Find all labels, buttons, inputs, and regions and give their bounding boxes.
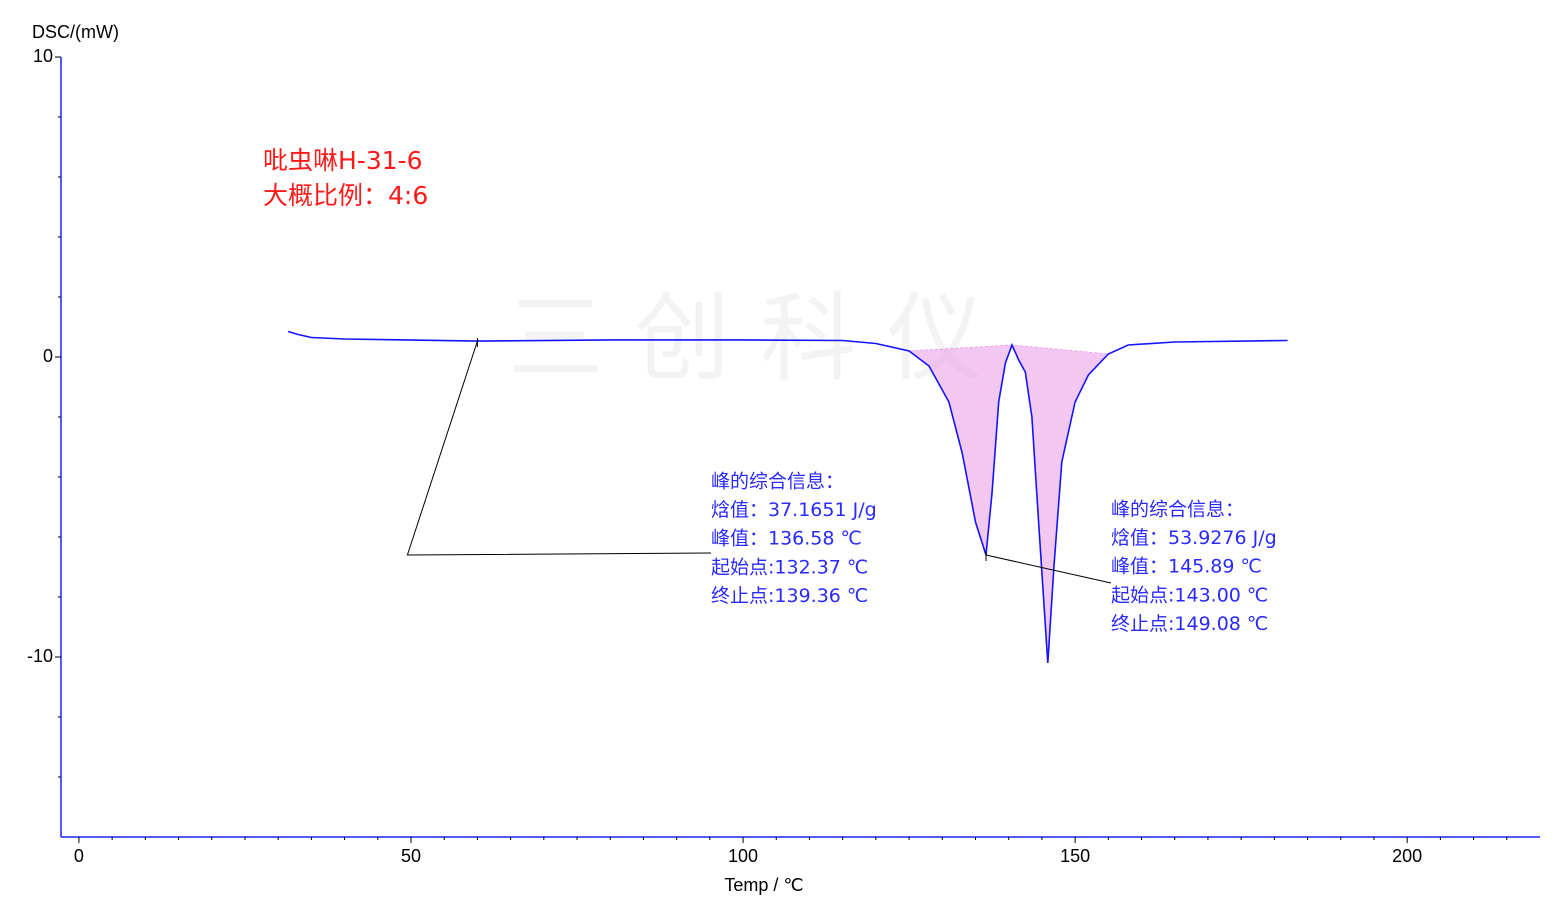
annotation-text: 起始点:143.00 ℃ [1111,584,1268,606]
annotation-text: 终止点:149.08 ℃ [1111,613,1268,635]
dsc-curve [287,330,1288,664]
y-tick-label: -10 [27,646,53,666]
annotation-text: 峰的综合信息： [1111,499,1244,521]
annotation-text: 起始点:132.37 ℃ [711,556,868,578]
annotation-text: 峰值：145.89 ℃ [1111,556,1262,578]
annotation-text: 焓值：53.9276 J/g [1111,527,1277,549]
peak-area [1011,344,1110,664]
x-tick-label: 100 [728,846,758,866]
x-tick-label: 0 [74,846,84,866]
annotation-text: 焓值：37.1651 J/g [711,499,877,521]
y-axis-label: DSC/(mW) [32,22,119,42]
y-tick-label: 10 [33,46,53,66]
x-tick-label: 50 [401,846,421,866]
x-tick-label: 200 [1392,846,1422,866]
x-tick-label: 150 [1060,846,1090,866]
x-axis-label: Temp / ℃ [724,875,803,895]
chart-title: 吡虫啉H-31-6 [263,146,423,175]
annotation-text: 峰的综合信息： [711,471,844,493]
annotation-text: 峰值：136.58 ℃ [711,528,862,550]
chart-subtitle: 大概比例：4:6 [263,181,428,210]
leader-line [985,554,1112,584]
annotation-text: 终止点:139.36 ℃ [711,585,868,607]
leader-line [406,340,712,556]
watermark: 三 创 科 仪 [507,282,983,394]
y-tick-label: 0 [43,346,53,366]
